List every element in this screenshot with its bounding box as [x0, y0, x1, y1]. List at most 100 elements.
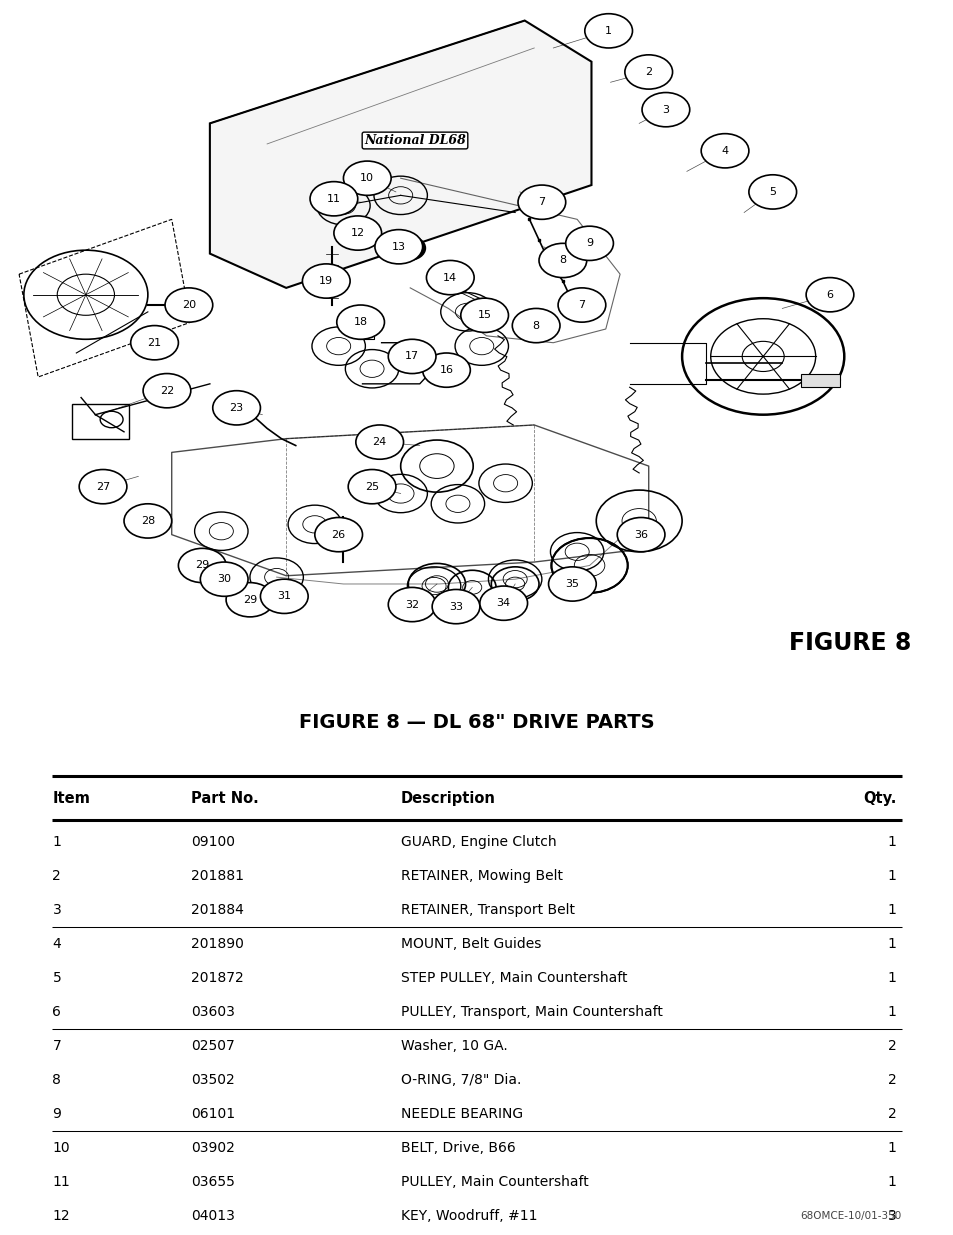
Text: 32: 32 [405, 599, 418, 610]
Polygon shape [210, 21, 591, 288]
Text: 1: 1 [887, 903, 896, 916]
Circle shape [517, 185, 565, 220]
Circle shape [538, 243, 586, 278]
Text: 03603: 03603 [191, 1005, 234, 1019]
Circle shape [700, 133, 748, 168]
Text: 1: 1 [887, 971, 896, 984]
Text: 8: 8 [532, 321, 539, 331]
Text: RETAINER, Transport Belt: RETAINER, Transport Belt [400, 903, 574, 916]
Text: 18: 18 [354, 317, 367, 327]
Text: 13: 13 [392, 242, 405, 252]
Circle shape [624, 54, 672, 89]
Text: KEY, Woodruff, #11: KEY, Woodruff, #11 [400, 1209, 537, 1224]
Text: 25: 25 [365, 482, 378, 492]
Text: 8: 8 [558, 256, 566, 266]
Circle shape [479, 587, 527, 620]
Circle shape [748, 175, 796, 209]
Circle shape [348, 469, 395, 504]
Text: 35: 35 [565, 579, 578, 589]
Circle shape [805, 278, 853, 312]
Circle shape [213, 390, 260, 425]
Text: 02507: 02507 [191, 1039, 234, 1053]
Text: 2: 2 [887, 1039, 896, 1053]
Circle shape [336, 305, 384, 340]
Text: RETAINER, Mowing Belt: RETAINER, Mowing Belt [400, 868, 562, 883]
Circle shape [584, 14, 632, 48]
Circle shape [512, 309, 559, 343]
Text: Qty.: Qty. [862, 790, 896, 805]
Circle shape [334, 216, 381, 251]
Text: FIGURE 8: FIGURE 8 [788, 631, 910, 655]
Circle shape [131, 326, 178, 359]
Circle shape [375, 230, 422, 264]
Text: Item: Item [52, 790, 91, 805]
Text: 7: 7 [52, 1039, 61, 1053]
Text: GUARD, Engine Clutch: GUARD, Engine Clutch [400, 835, 556, 848]
Circle shape [460, 298, 508, 332]
Text: 11: 11 [52, 1176, 71, 1189]
Circle shape [178, 548, 226, 583]
Text: 1: 1 [52, 835, 61, 848]
Circle shape [314, 517, 362, 552]
Text: 7: 7 [578, 300, 585, 310]
Text: PULLEY, Transport, Main Countershaft: PULLEY, Transport, Main Countershaft [400, 1005, 662, 1019]
Text: 1: 1 [887, 1005, 896, 1019]
Circle shape [79, 469, 127, 504]
Text: 03655: 03655 [191, 1176, 234, 1189]
Circle shape [432, 589, 479, 624]
Text: 201890: 201890 [191, 936, 243, 951]
Text: 2: 2 [887, 1073, 896, 1087]
Circle shape [302, 264, 350, 298]
Circle shape [355, 425, 403, 459]
Circle shape [388, 340, 436, 373]
Circle shape [548, 567, 596, 601]
Circle shape [426, 261, 474, 295]
Text: 12: 12 [351, 228, 364, 238]
Text: 04013: 04013 [191, 1209, 234, 1224]
Text: NEEDLE BEARING: NEEDLE BEARING [400, 1107, 522, 1121]
Circle shape [343, 161, 391, 195]
Text: PULLEY, Main Countershaft: PULLEY, Main Countershaft [400, 1176, 588, 1189]
Circle shape [310, 182, 357, 216]
Text: 10: 10 [360, 173, 374, 183]
Text: 22: 22 [160, 385, 173, 395]
Text: 3: 3 [887, 1209, 896, 1224]
Text: Description: Description [400, 790, 495, 805]
Text: 03502: 03502 [191, 1073, 234, 1087]
Text: 1: 1 [887, 1176, 896, 1189]
Text: 21: 21 [148, 337, 161, 348]
Text: Part No.: Part No. [191, 790, 258, 805]
Text: 11: 11 [327, 194, 340, 204]
Circle shape [165, 288, 213, 322]
Text: 14: 14 [443, 273, 456, 283]
Text: 10: 10 [52, 1141, 70, 1155]
Text: 33: 33 [449, 601, 462, 611]
Text: BELT, Drive, B66: BELT, Drive, B66 [400, 1141, 515, 1155]
Text: 5: 5 [52, 971, 61, 984]
Text: 1: 1 [887, 1141, 896, 1155]
Text: National DL68: National DL68 [364, 135, 465, 147]
Text: 1: 1 [604, 26, 612, 36]
Text: 31: 31 [277, 592, 291, 601]
Text: 1: 1 [887, 936, 896, 951]
Text: 29: 29 [243, 595, 256, 605]
Text: 9: 9 [52, 1107, 61, 1121]
Text: 06101: 06101 [191, 1107, 234, 1121]
Text: 1: 1 [887, 868, 896, 883]
Text: 34: 34 [497, 598, 510, 608]
Circle shape [143, 373, 191, 408]
Circle shape [617, 517, 664, 552]
Text: 8: 8 [52, 1073, 61, 1087]
Text: 5: 5 [768, 186, 776, 196]
Text: 4: 4 [52, 936, 61, 951]
Text: 201881: 201881 [191, 868, 244, 883]
Text: MOUNT, Belt Guides: MOUNT, Belt Guides [400, 936, 540, 951]
Text: 6: 6 [825, 290, 833, 300]
Text: 26: 26 [332, 530, 345, 540]
Circle shape [422, 353, 470, 388]
Text: Washer, 10 GA.: Washer, 10 GA. [400, 1039, 507, 1053]
Text: 2: 2 [52, 868, 61, 883]
Text: 201884: 201884 [191, 903, 243, 916]
Circle shape [200, 562, 248, 597]
Text: 4: 4 [720, 146, 728, 156]
